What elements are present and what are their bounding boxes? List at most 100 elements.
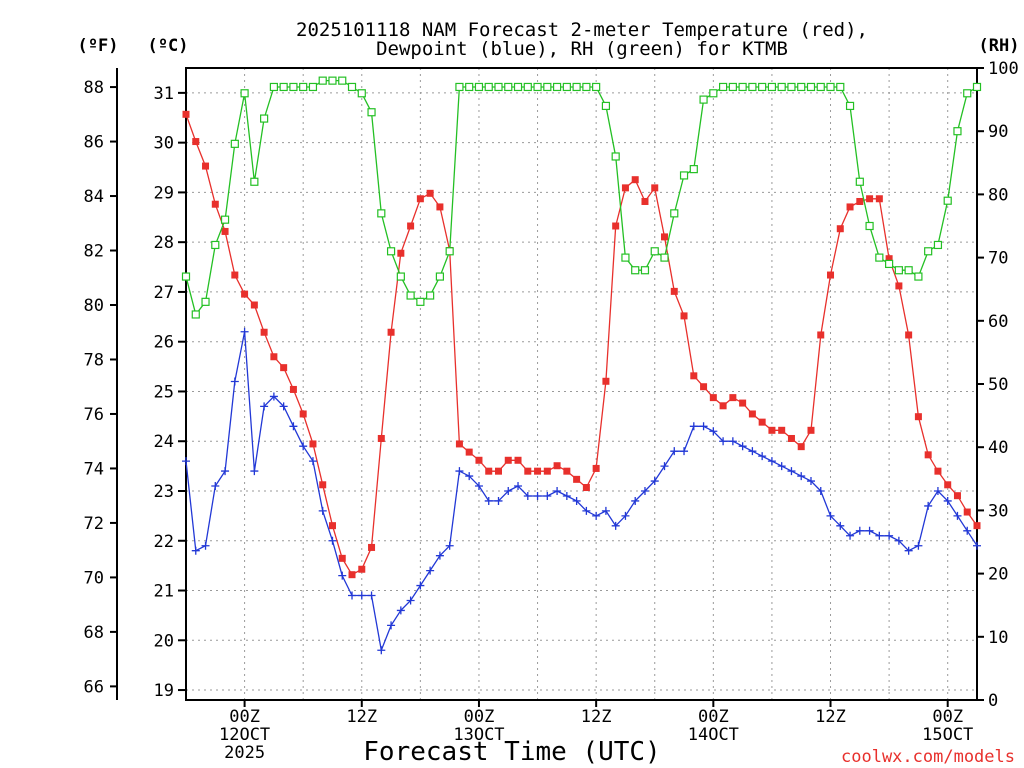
- data-point: [592, 82, 601, 92]
- data-point: [709, 394, 717, 402]
- data-point: [963, 89, 972, 98]
- data-point: [494, 467, 502, 475]
- data-point: [817, 331, 825, 339]
- data-point: [973, 541, 981, 550]
- data-point: [875, 531, 884, 540]
- data-point: [953, 127, 962, 136]
- data-point: [318, 506, 327, 515]
- data-point: [797, 82, 806, 92]
- data-point: [406, 291, 415, 300]
- unit-label-rh: (RH): [979, 36, 1020, 56]
- unit-label-fahrenheit: (ºF): [78, 36, 119, 56]
- x-tick-label: 12Z: [815, 707, 846, 727]
- data-point: [524, 467, 532, 475]
- data-point: [309, 440, 317, 448]
- data-point: [855, 526, 864, 535]
- data-point: [572, 82, 581, 92]
- data-point: [338, 571, 347, 580]
- data-point: [758, 82, 767, 92]
- data-point: [640, 486, 649, 495]
- data-point: [924, 247, 933, 256]
- data-point: [416, 297, 425, 306]
- data-point: [689, 165, 698, 174]
- x-tick-label: 00Z: [464, 707, 495, 727]
- data-point: [308, 457, 317, 466]
- data-point: [641, 197, 649, 205]
- data-point: [377, 209, 386, 218]
- data-point: [357, 591, 366, 600]
- data-point: [328, 522, 336, 530]
- data-point: [836, 521, 845, 530]
- data-point: [621, 184, 629, 192]
- data-series: [181, 76, 982, 655]
- data-point: [211, 482, 220, 491]
- data-point: [933, 486, 942, 495]
- data-point: [787, 82, 796, 92]
- data-point: [182, 457, 190, 466]
- celsius-tick-label: 31: [154, 84, 174, 104]
- axes: [110, 67, 984, 707]
- rh-tick-label: 80: [988, 185, 1008, 205]
- data-point: [767, 457, 776, 466]
- fahrenheit-tick-label: 86: [84, 133, 104, 153]
- data-point: [396, 606, 405, 615]
- rh-tick-label: 30: [988, 501, 1008, 521]
- data-point: [601, 506, 610, 515]
- data-point: [904, 546, 913, 555]
- rh-tick-label: 90: [988, 122, 1008, 142]
- data-point: [221, 467, 230, 476]
- rh-tick-label: 50: [988, 375, 1008, 395]
- data-point: [680, 312, 688, 320]
- fahrenheit-tick-label: 66: [84, 677, 104, 697]
- data-point: [513, 82, 523, 92]
- data-point: [368, 543, 376, 551]
- data-point: [485, 467, 493, 475]
- data-point: [192, 138, 200, 146]
- data-point: [338, 554, 346, 562]
- data-point: [718, 82, 728, 92]
- data-point: [582, 484, 590, 492]
- data-point: [426, 566, 435, 575]
- data-point: [621, 511, 630, 520]
- data-point: [260, 328, 268, 336]
- fahrenheit-tick-label: 68: [84, 623, 104, 643]
- data-point: [328, 76, 337, 85]
- data-point: [973, 522, 981, 530]
- rh-tick-label: 0: [988, 691, 998, 711]
- data-point: [328, 536, 337, 545]
- data-point: [699, 422, 708, 431]
- data-point: [631, 176, 639, 184]
- data-point: [562, 491, 571, 500]
- data-point: [679, 171, 689, 180]
- data-point: [787, 434, 795, 442]
- fahrenheit-tick-label: 78: [84, 350, 104, 370]
- credit-link[interactable]: coolwx.com/models: [841, 747, 1015, 767]
- data-point: [963, 526, 972, 535]
- data-point: [299, 442, 308, 451]
- data-point: [621, 253, 630, 262]
- fahrenheit-tick-label: 82: [84, 242, 104, 262]
- data-point: [416, 581, 425, 590]
- data-point: [758, 418, 766, 426]
- data-point: [719, 437, 728, 446]
- celsius-tick-label: 23: [154, 482, 174, 502]
- celsius-tick-label: 27: [154, 283, 174, 303]
- data-point: [455, 440, 463, 448]
- data-point: [250, 467, 259, 476]
- data-point: [279, 402, 288, 411]
- data-point: [836, 225, 844, 233]
- data-point: [465, 82, 474, 92]
- data-point: [924, 451, 932, 459]
- data-point: [230, 377, 239, 386]
- data-point: [943, 196, 952, 205]
- data-point: [611, 521, 620, 530]
- data-point: [426, 291, 435, 300]
- data-point: [260, 114, 269, 123]
- rh-tick-label: 60: [988, 312, 1008, 332]
- data-point: [846, 203, 854, 211]
- data-point: [241, 290, 249, 298]
- x-tick-label: 12Z: [346, 707, 377, 727]
- data-point: [660, 462, 669, 471]
- data-point: [895, 282, 903, 290]
- fahrenheit-tick-label: 72: [84, 514, 104, 534]
